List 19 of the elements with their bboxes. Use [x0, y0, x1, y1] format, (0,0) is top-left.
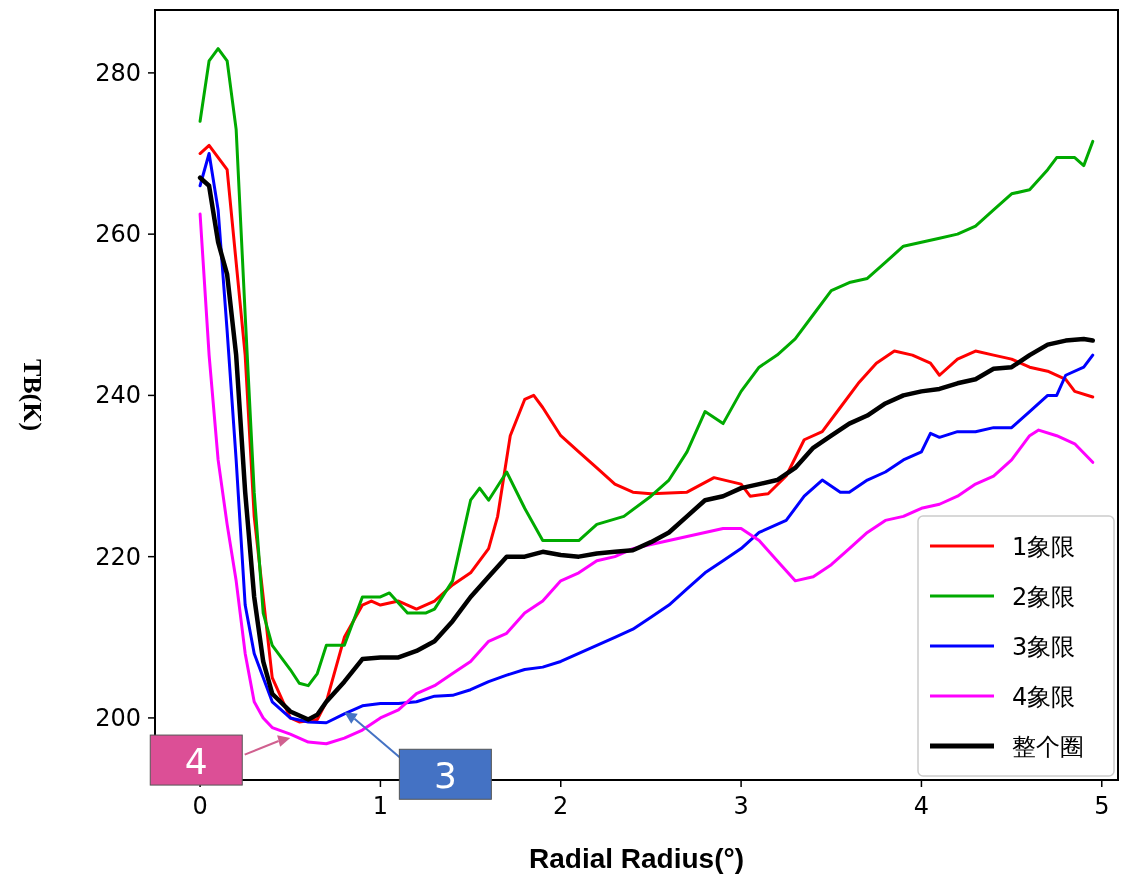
y-tick-label: 220	[95, 542, 141, 571]
legend-label: 2象限	[1012, 583, 1076, 611]
x-tick-label: 3	[733, 792, 749, 820]
y-tick-label: 200	[95, 703, 141, 732]
legend-label: 整个圈	[1012, 733, 1084, 761]
x-tick-label: 0	[192, 792, 208, 820]
x-axis-title: Radial Radius(°)	[528, 843, 745, 874]
annotation: 4	[184, 741, 208, 783]
x-tick-label: 2	[553, 792, 569, 820]
x-tick-label: 5	[1094, 792, 1110, 820]
y-axis-title: TB(K)	[18, 358, 47, 432]
y-tick-label: 260	[95, 220, 141, 249]
legend-label: 1象限	[1012, 533, 1076, 561]
legend-label: 3象限	[1012, 633, 1076, 661]
x-tick-label: 4	[913, 792, 930, 820]
y-tick-label: 280	[95, 58, 141, 87]
y-tick-label: 240	[95, 381, 141, 410]
annotation: 4	[149, 734, 291, 786]
legend-label: 4象限	[1012, 683, 1076, 711]
